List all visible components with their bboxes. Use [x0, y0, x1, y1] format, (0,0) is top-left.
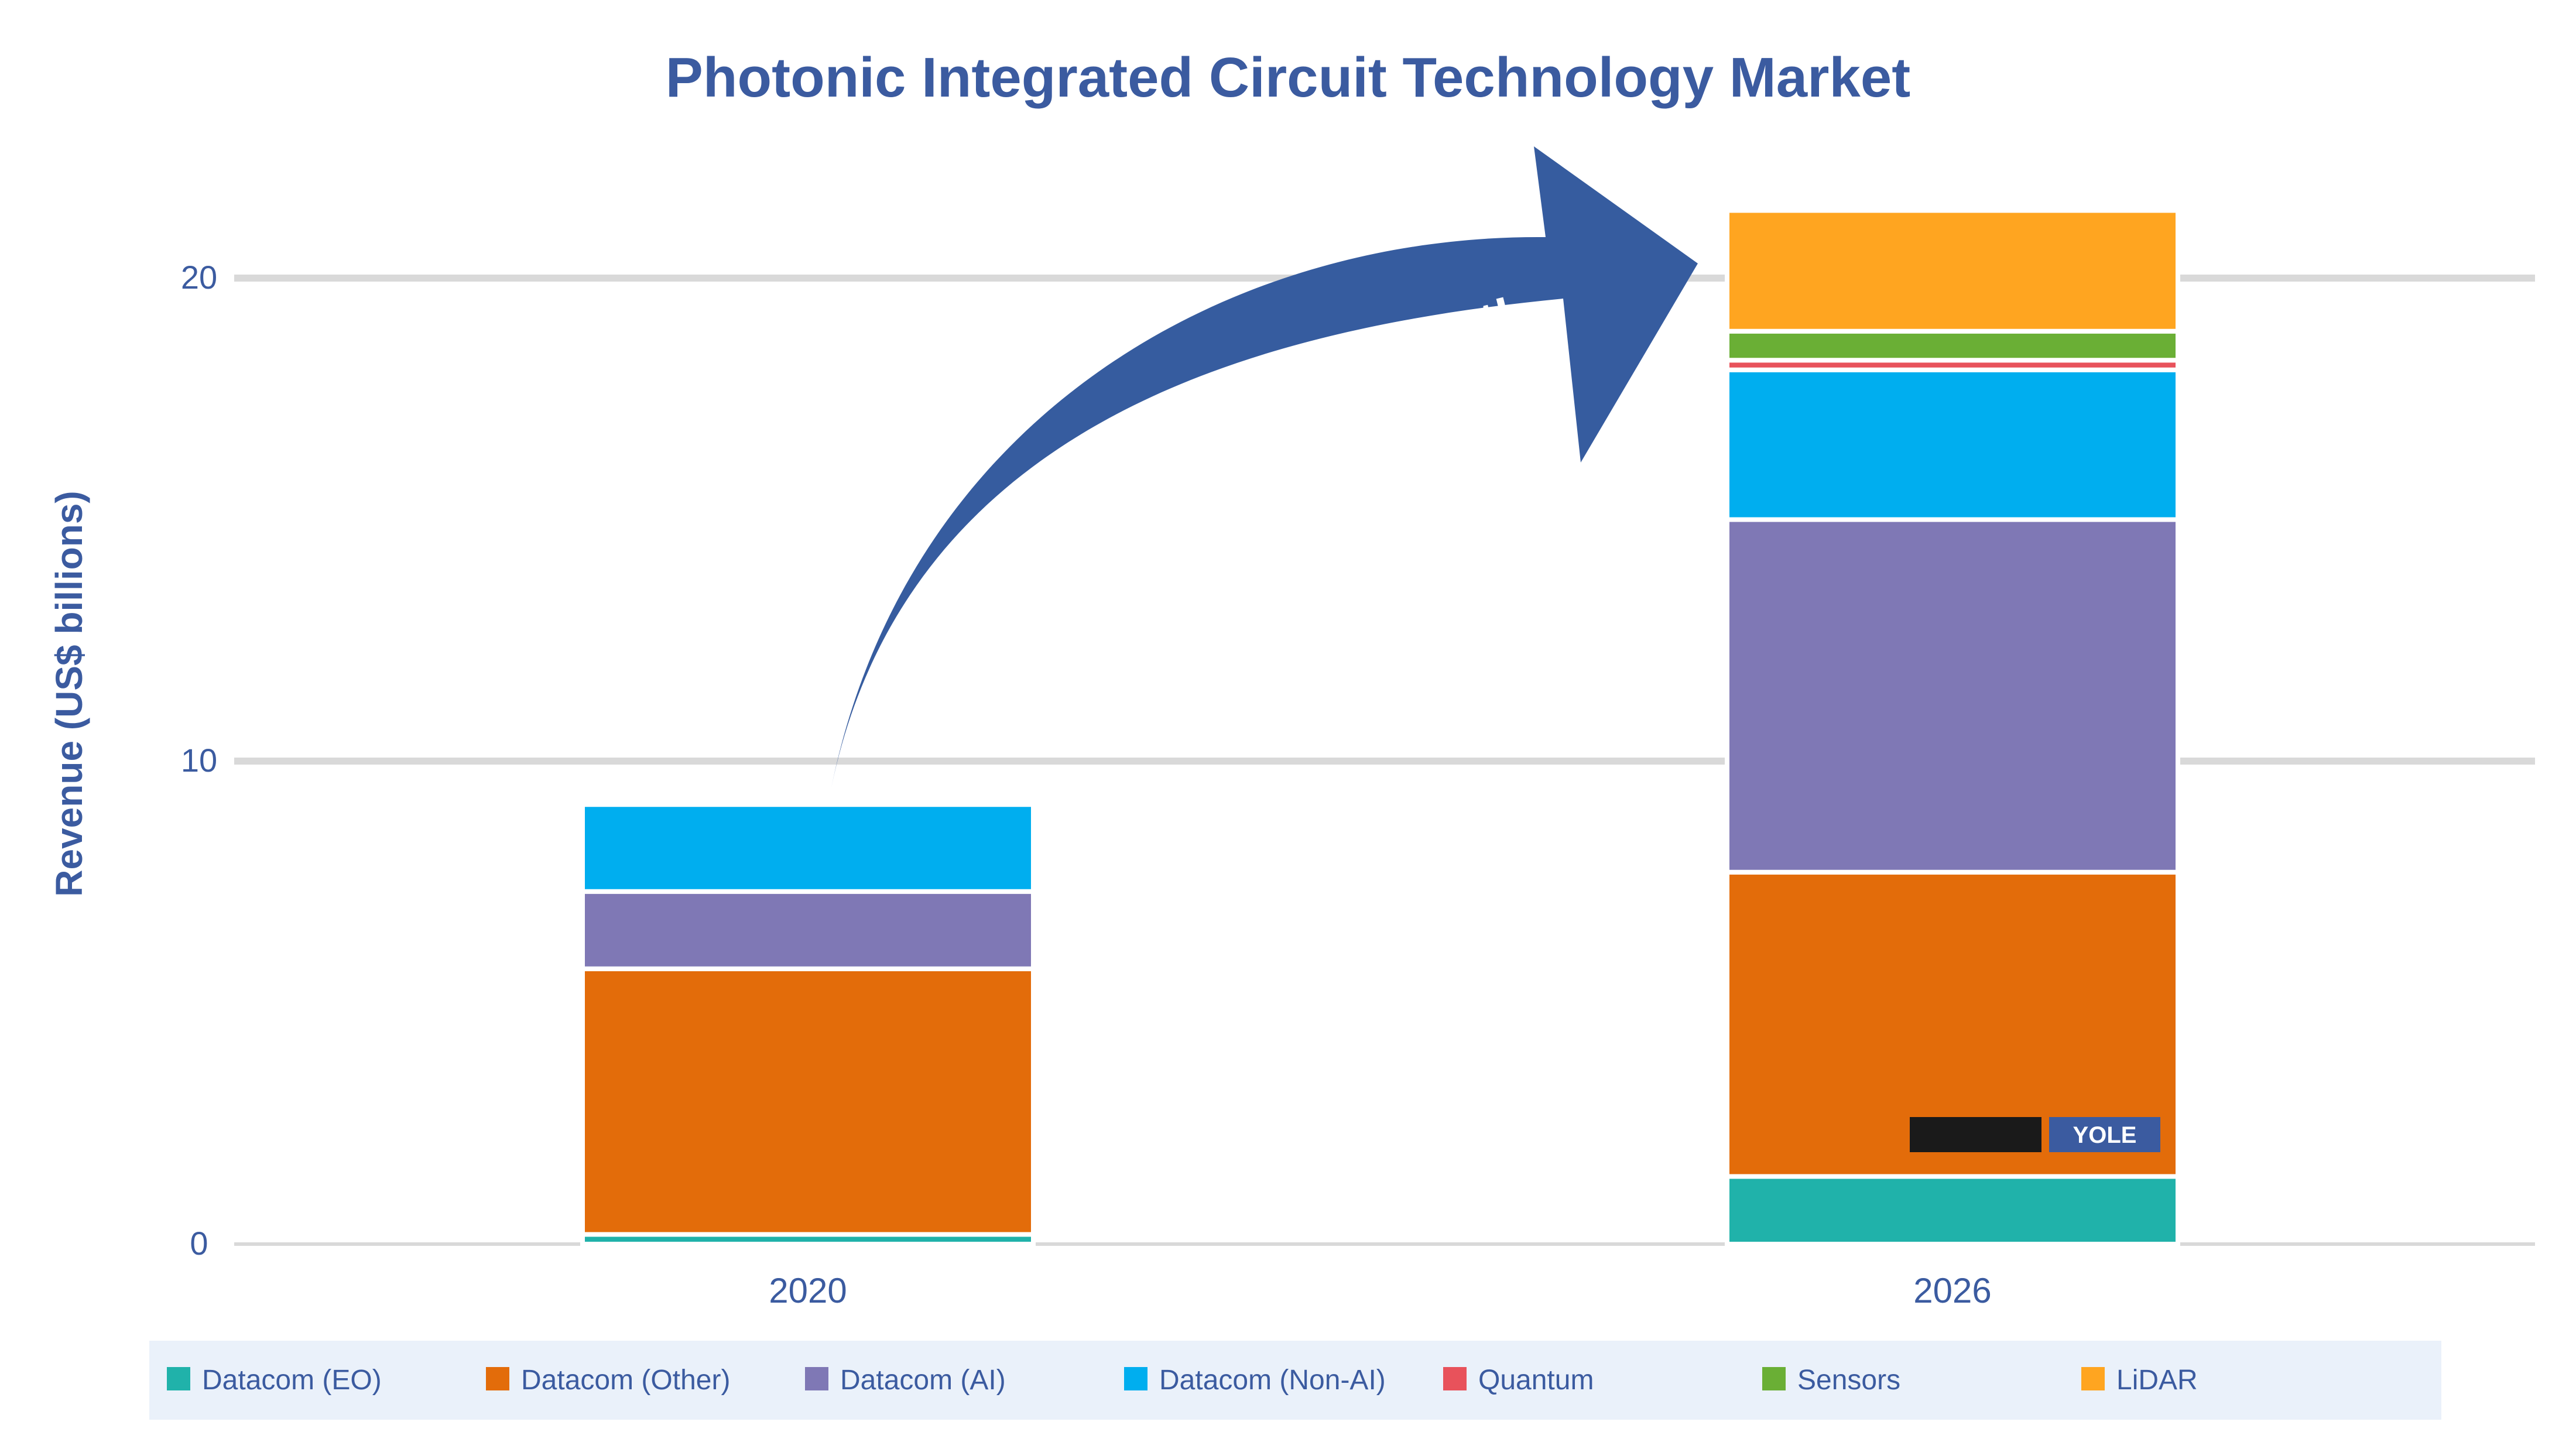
- x-tick-label: 2020: [769, 1271, 847, 1310]
- watermark-logo-text: YOLE: [2073, 1122, 2137, 1148]
- legend-swatch: [167, 1367, 190, 1390]
- y-tick-label: 0: [190, 1225, 208, 1262]
- watermark-logo-accent: [2049, 1117, 2160, 1152]
- legend-swatch: [486, 1367, 509, 1390]
- growth-arrow: 3.4x growth: [831, 146, 1698, 787]
- watermark-logo-block: [1910, 1117, 2041, 1152]
- legend: Datacom (EO) Datacom (Other) Datacom (AI) D…: [167, 1365, 2198, 1396]
- bar-segment: [1725, 1174, 2180, 1246]
- bar-segment: [1725, 328, 2180, 363]
- bar-segment: [580, 802, 1036, 894]
- bar-segment: [1725, 517, 2180, 875]
- gridlines: [234, 275, 2535, 1246]
- y-axis-ticks: 0 10 20: [181, 259, 217, 1262]
- legend-swatch: [1443, 1367, 1467, 1390]
- bar-segment: [1725, 208, 2180, 334]
- legend-label: Quantum: [1478, 1365, 1594, 1396]
- legend-label: Datacom (EO): [202, 1365, 382, 1396]
- legend-label: Datacom (Non-AI): [1159, 1365, 1386, 1396]
- growth-arrow-icon: [831, 146, 1698, 787]
- y-axis-label: Revenue (US$ billions): [48, 491, 90, 896]
- legend-label: Datacom (Other): [521, 1365, 730, 1396]
- y-tick-label: 20: [181, 259, 217, 296]
- legend-swatch: [1762, 1367, 1786, 1390]
- y-tick-label: 10: [181, 742, 217, 779]
- watermark-logo: YOLE: [1910, 1117, 2160, 1152]
- bar-segment: [1725, 367, 2180, 522]
- legend-swatch: [1124, 1367, 1147, 1390]
- legend-swatch: [805, 1367, 828, 1390]
- legend-box: [149, 1341, 2441, 1420]
- bar-segment: [580, 966, 1036, 1237]
- legend-label: LiDAR: [2116, 1365, 2198, 1396]
- legend-swatch: [2081, 1367, 2105, 1390]
- bar-segment: [580, 889, 1036, 971]
- legend-label: Sensors: [1797, 1365, 1900, 1396]
- x-axis-ticks: 2020 2026: [769, 1271, 1991, 1310]
- chart-title: Photonic Integrated Circuit Technology M…: [666, 46, 1910, 109]
- x-tick-label: 2026: [1913, 1271, 1991, 1310]
- legend-label: Datacom (AI): [840, 1365, 1006, 1396]
